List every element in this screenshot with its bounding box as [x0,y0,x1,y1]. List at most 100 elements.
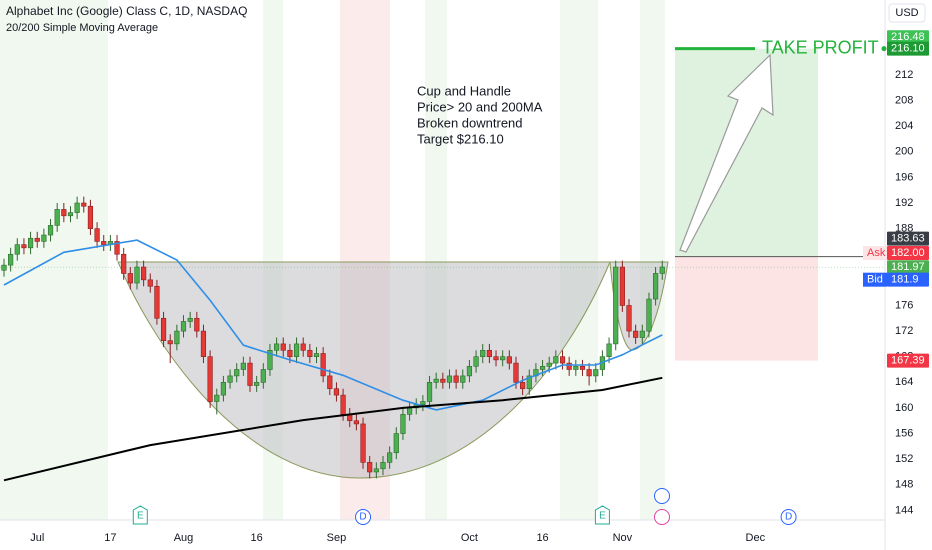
y-tick-label: 164 [895,376,913,388]
take-profit-dot [881,46,887,52]
candle-body [220,382,227,396]
candle-body [101,241,107,245]
y-tick-label: 204 [895,120,913,132]
candle-body [280,343,286,351]
target-label-bg [887,41,929,56]
candle-body [480,349,486,357]
bid-price: 181.9 [891,274,919,286]
moving-average [3,376,663,482]
candle-body [320,353,326,377]
annotation: Price> 20 and 200MA [417,99,543,114]
candle-body [81,202,87,207]
candle-body [493,356,499,361]
event-icon [594,505,610,525]
candle-body [353,420,359,425]
candle-body [619,266,625,306]
candle-body [586,369,592,377]
candle-body [293,343,300,357]
loss-zone [675,256,818,361]
candle-body [340,394,346,415]
chart-subtitle: 20/200 Simple Moving Average [6,22,158,34]
ask-price: 182.00 [891,247,925,259]
candle-body [426,382,433,402]
target-high-label-bg [887,30,929,45]
candle-body [207,356,213,402]
candle-body [14,244,20,255]
y-tick-label: 144 [895,504,913,516]
y-tick-label: 212 [895,69,913,81]
candle-body [194,317,200,332]
annotation: Cup and Handle [417,83,511,98]
candle-body [287,349,293,357]
x-tick-label: 16 [251,532,263,544]
candle-body [539,366,546,370]
candle-body [473,356,479,367]
event-icon [780,509,797,525]
entry-label-bg [887,231,929,246]
candle-body [127,273,133,284]
annotation: Broken downtrend [417,115,523,130]
y-tick-label: 156 [895,427,913,439]
candle-body [247,362,253,386]
candle-body [653,273,659,300]
candle-body [380,462,386,470]
y-tick-label: 208 [895,94,913,106]
ask-price-bg [887,246,929,261]
target-label: 216.10 [891,43,925,55]
candle-body [200,330,207,357]
last-price-label: 181.97 [891,261,925,273]
candle-body [573,366,579,370]
candle-body [61,209,67,217]
candle-body [147,279,153,287]
candle-body [373,468,379,473]
annotation: Target $216.10 [417,131,504,146]
candle-body [167,340,173,345]
currency: USD [895,7,918,19]
y-tick-label: 148 [895,479,913,491]
candle-body [67,212,74,217]
stop-label-bg [887,353,929,368]
candle-body [134,266,140,284]
candle-body [360,423,366,463]
x-tick-label: 16 [536,532,548,544]
candle-body [74,202,80,213]
event-label: D [785,512,792,523]
candle-body [254,382,260,386]
candle-body [41,234,47,242]
candle-body [593,369,599,377]
ask-tag-bg [863,246,887,261]
candle-body [393,433,399,454]
bid-price-bg [887,272,929,287]
candle-body [639,330,645,338]
bid-tag: Bid [867,274,883,286]
event-label: D [359,512,366,523]
candle-body [180,321,187,332]
candle-body [333,388,340,396]
candle-body [566,362,572,370]
event-label: E [137,511,144,522]
event-label: E [599,511,606,522]
candle-body [227,375,233,383]
y-tick-label: 188 [895,223,913,235]
bid-tag-bg [863,272,887,287]
x-tick-label: Aug [174,532,194,544]
y-tick-label: 200 [895,146,913,158]
candle-body [94,228,100,242]
candle-body [500,356,506,361]
candle-body [513,362,519,383]
candle-body [433,378,439,383]
candle-body [460,375,466,383]
y-tick-label: 176 [895,299,913,311]
plot [1,196,665,482]
candle-body [559,356,566,364]
candle-body [27,237,34,249]
candle-body [387,452,393,463]
x-tick-label: Nov [613,532,633,544]
y-tick-label: 172 [895,325,913,337]
band [0,0,108,520]
candle-body [300,343,306,351]
candle-body [420,401,426,406]
y-tick-label: 160 [895,402,913,414]
